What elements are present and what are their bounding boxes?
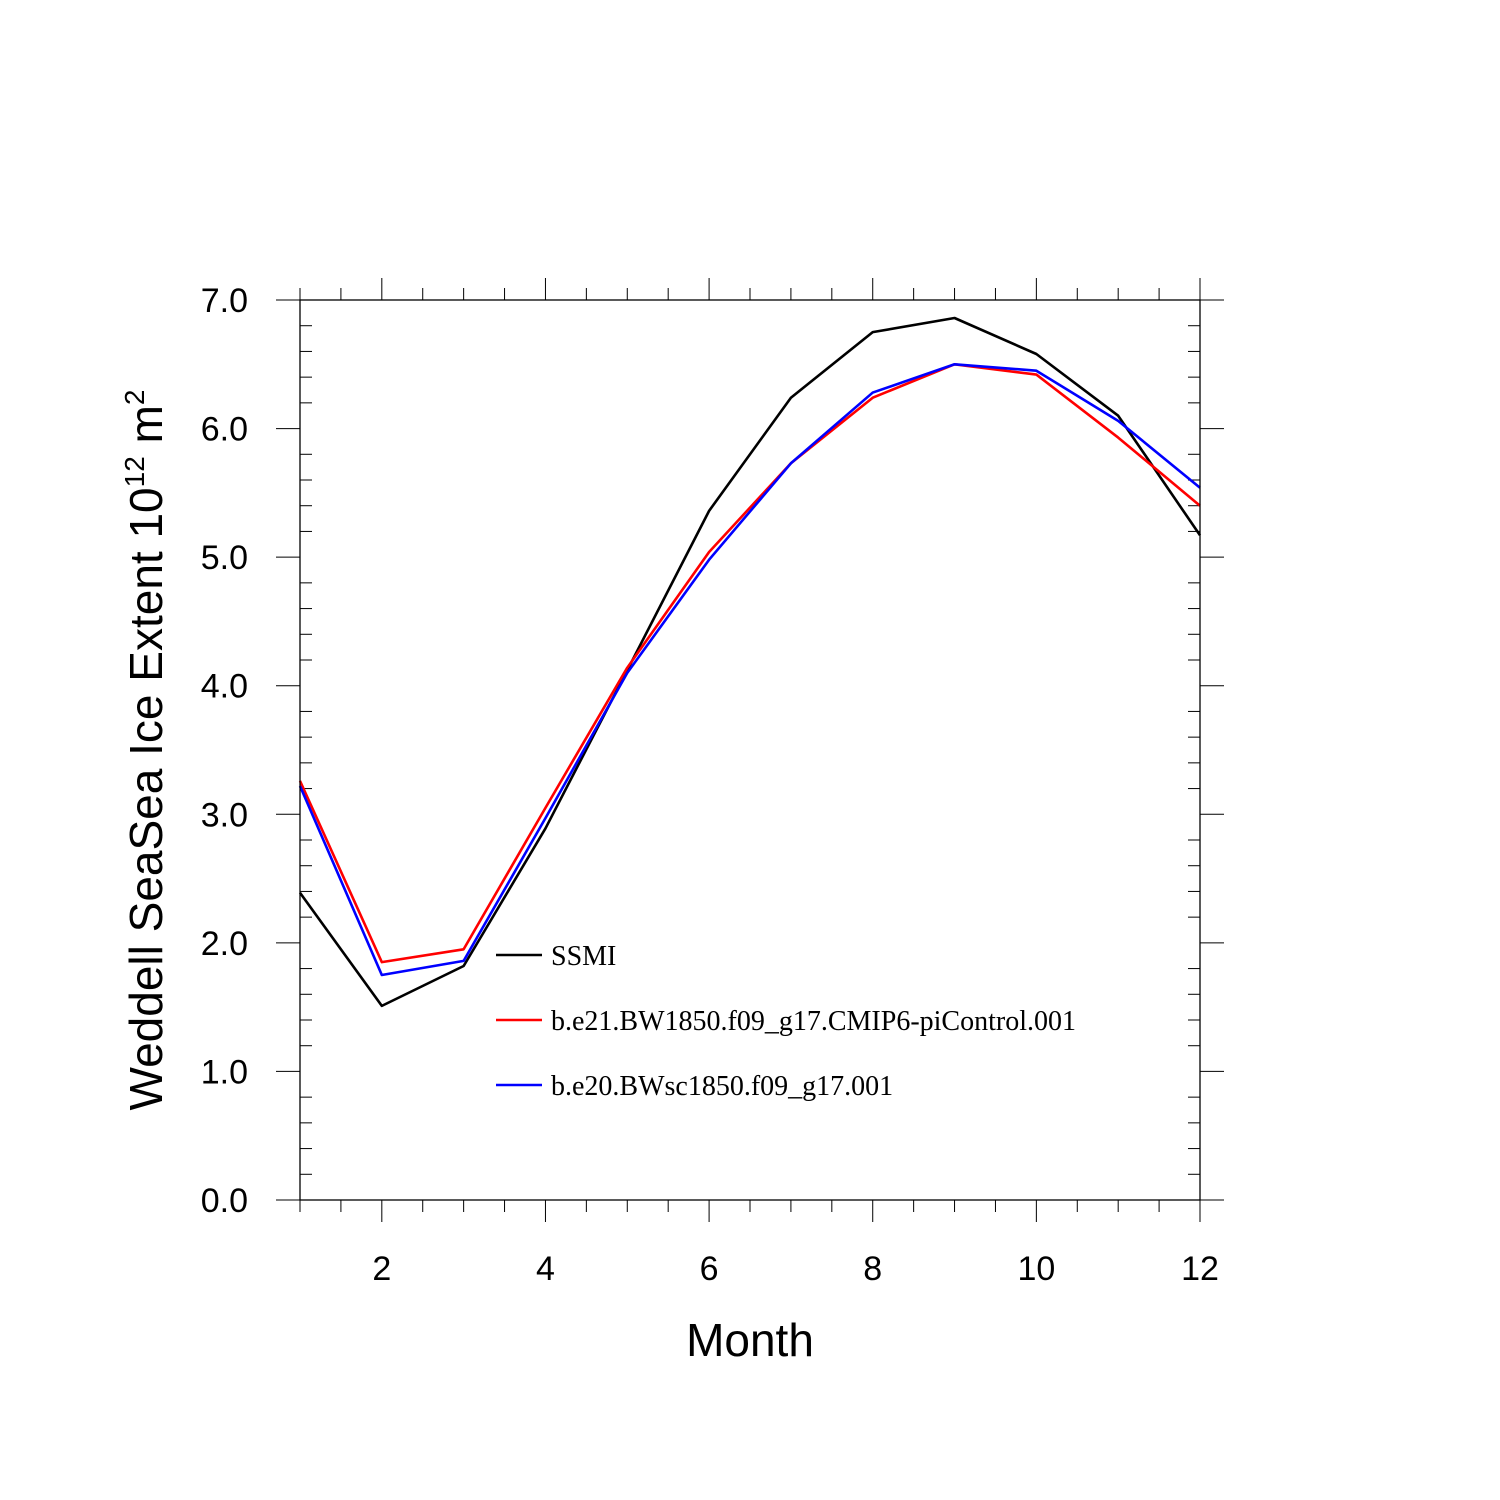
y-axis-title-text: Weddell SeaSea Ice Extent 10 — [120, 487, 172, 1110]
y-tick-label: 5.0 — [201, 539, 248, 577]
tick-labels: 2 4 6 8 10 12 0.0 1.0 2.0 3.0 4.0 5.0 6.0 7.0 — [201, 282, 1219, 1288]
x-tick-label: 10 — [1017, 1250, 1055, 1288]
y-tick-label: 1.0 — [201, 1053, 248, 1091]
legend-label: SSMI — [551, 941, 616, 972]
x-tick-label: 6 — [700, 1250, 719, 1288]
x-tick-label: 12 — [1181, 1250, 1219, 1288]
series-line — [298, 362, 1201, 964]
x-tick-label: 4 — [536, 1250, 555, 1288]
y-tick-label: 3.0 — [201, 796, 248, 834]
x-tick-label: 8 — [863, 1250, 882, 1288]
y-axis-title-unit-exponent: 2 — [119, 390, 150, 406]
y-tick-label: 4.0 — [201, 668, 248, 706]
y-axis-title: Weddell SeaSea Ice Extent 1012 m2 — [119, 390, 172, 1111]
x-tick-label: 2 — [372, 1250, 391, 1288]
series-line — [298, 362, 1201, 977]
series-lines — [298, 316, 1202, 1008]
plot-frame — [299, 299, 1201, 1201]
y-tick-label: 7.0 — [201, 282, 248, 320]
y-tick-label: 6.0 — [201, 411, 248, 449]
legend: SSMI b.e21.BW1850.f09_g17.CMIP6-piControl… — [496, 941, 1076, 1102]
y-tick-label: 0.0 — [201, 1182, 248, 1220]
legend-label: b.e21.BW1850.f09_g17.CMIP6-piControl.001 — [551, 1006, 1076, 1037]
x-axis-title: Month — [686, 1314, 814, 1366]
y-tick-label: 2.0 — [201, 925, 248, 963]
series-line — [298, 316, 1202, 1008]
y-axis-title-exponent: 12 — [119, 456, 150, 487]
legend-label: b.e20.BWsc1850.f09_g17.001 — [551, 1071, 893, 1102]
y-axis-title-unit: m — [120, 405, 172, 456]
